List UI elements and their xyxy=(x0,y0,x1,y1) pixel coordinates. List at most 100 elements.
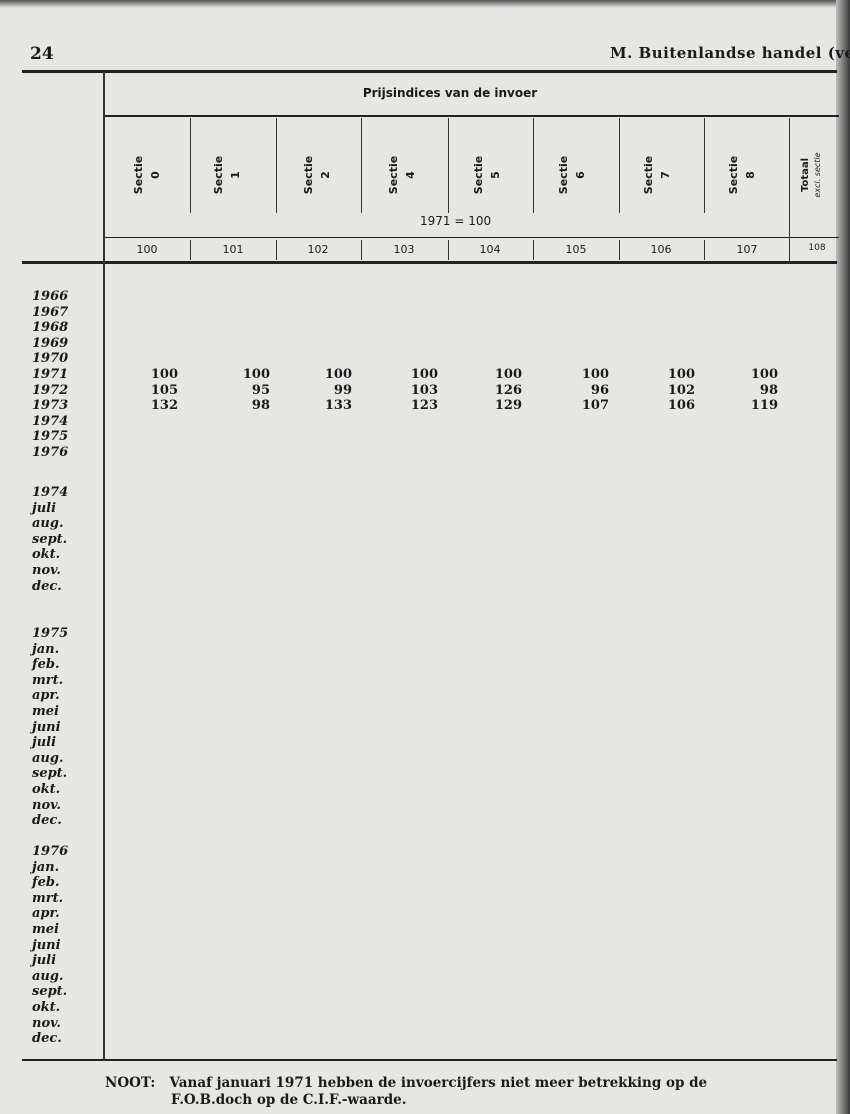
column-label: Sectie xyxy=(132,155,145,195)
table-cell: 98 xyxy=(759,382,778,398)
table-cell: 100 xyxy=(242,367,270,382)
row-label: 1971 xyxy=(32,367,69,382)
column-code: 106 xyxy=(650,243,672,256)
table-cell: 133 xyxy=(324,398,352,414)
row-label: sept. xyxy=(32,984,68,1000)
col-divider xyxy=(533,118,534,213)
page-number: 24 xyxy=(30,44,54,64)
table-cell: 129 xyxy=(494,398,522,414)
table-cell: 100 xyxy=(410,367,438,382)
table-cell: 100 xyxy=(324,367,352,382)
column-code: 108 xyxy=(808,243,826,253)
column-code: 101 xyxy=(222,243,244,256)
column-label: Sectie xyxy=(557,155,570,195)
row-label: dec. xyxy=(32,1031,62,1047)
row-label: 1975 xyxy=(32,626,69,641)
row-label: juni xyxy=(32,937,61,953)
table-cell: 106 xyxy=(667,398,695,414)
table-cell: 100 xyxy=(667,367,695,382)
column-number: 5 xyxy=(489,171,502,179)
row-label: 1969 xyxy=(32,335,69,351)
table-cell: 107 xyxy=(581,398,609,414)
column-number: 4 xyxy=(404,171,417,179)
column-label: Sectie xyxy=(302,155,315,195)
column-code: 100 xyxy=(136,243,158,256)
row-label: 1974 xyxy=(32,485,69,500)
row-label: 1970 xyxy=(32,351,69,367)
row-label: feb. xyxy=(32,875,60,891)
chapter-title: M. Buitenlandse handel (verv xyxy=(610,44,850,62)
column-code: 102 xyxy=(307,243,329,256)
col-divider xyxy=(704,118,705,213)
table-title: Prijsindices van de invoer xyxy=(362,86,538,100)
col-divider xyxy=(789,118,790,263)
row-label: okt. xyxy=(32,1000,61,1015)
table-cell: 123 xyxy=(410,398,438,414)
note-line-2: F.O.B.doch op de C.I.F.-waarde. xyxy=(171,1092,407,1108)
row-label: 1966 xyxy=(32,289,69,304)
code-divider xyxy=(190,240,191,260)
column-header: Totaal excl. sectie xyxy=(787,120,837,230)
table-cell: 126 xyxy=(494,382,522,398)
row-label: apr. xyxy=(32,688,60,704)
row-label: okt. xyxy=(32,547,61,563)
header-rule xyxy=(104,237,839,238)
table-cell: 119 xyxy=(750,398,778,414)
base-year-label: 1971 = 100 xyxy=(420,214,492,228)
note-line-1: Vanaf januari 1971 hebben de invoercijfe… xyxy=(169,1075,708,1091)
row-label: apr. xyxy=(32,906,60,922)
row-label: 1968 xyxy=(32,320,69,336)
table-cell: 100 xyxy=(494,367,522,382)
column-header: Sectie 2 xyxy=(287,120,347,230)
row-label: juli xyxy=(32,500,57,516)
table-cell: 96 xyxy=(590,382,609,398)
column-header: Sectie 6 xyxy=(542,120,602,230)
row-label: 1976 xyxy=(32,844,69,859)
row-label: juli xyxy=(32,953,57,969)
code-divider xyxy=(619,240,620,260)
table-cell: 105 xyxy=(150,382,178,398)
row-label: mei xyxy=(32,922,59,937)
row-label: jan. xyxy=(32,859,60,875)
row-label: 1967 xyxy=(32,304,69,320)
row-label: 1975 xyxy=(32,429,69,445)
code-divider xyxy=(448,240,449,260)
row-label: dec. xyxy=(32,578,62,594)
column-label: Sectie xyxy=(727,155,740,195)
column-number: excl. sectie xyxy=(813,152,822,198)
row-label: 1972 xyxy=(32,382,69,398)
column-label: Sectie xyxy=(472,155,485,195)
footnote: NOOT: Vanaf januari 1971 hebben de invoe… xyxy=(105,1075,707,1109)
column-header: Sectie 7 xyxy=(627,120,687,230)
row-label: sept. xyxy=(32,531,68,547)
column-header: Sectie 1 xyxy=(197,120,257,230)
column-label: Totaal xyxy=(800,157,811,193)
table-cell: 100 xyxy=(581,367,609,382)
table-bottom-rule xyxy=(22,1059,837,1061)
table-cell: 100 xyxy=(750,367,778,382)
table-cell: 99 xyxy=(333,382,352,398)
col-divider xyxy=(448,118,449,213)
header-bottom-rule xyxy=(22,261,837,264)
row-label: okt. xyxy=(32,782,61,797)
row-label: 1976 xyxy=(32,445,69,460)
table-cell: 102 xyxy=(667,382,695,398)
table-cell: 103 xyxy=(410,382,438,398)
column-number: 8 xyxy=(744,171,757,179)
row-label: juli xyxy=(32,735,57,751)
column-number: 1 xyxy=(229,171,242,179)
code-divider xyxy=(276,240,277,260)
column-number: 2 xyxy=(319,171,332,179)
row-label: 1973 xyxy=(32,398,69,414)
column-label: Sectie xyxy=(212,155,225,195)
column-label: Sectie xyxy=(387,155,400,195)
column-number: 0 xyxy=(149,171,162,179)
col-divider xyxy=(361,118,362,213)
column-header: Sectie 8 xyxy=(712,120,772,230)
row-label: mrt. xyxy=(32,672,64,688)
table-top-rule xyxy=(22,70,837,73)
note-prefix: NOOT: xyxy=(105,1075,156,1091)
row-label: sept. xyxy=(32,766,68,782)
row-label: nov. xyxy=(32,1015,61,1031)
column-code: 105 xyxy=(565,243,587,256)
